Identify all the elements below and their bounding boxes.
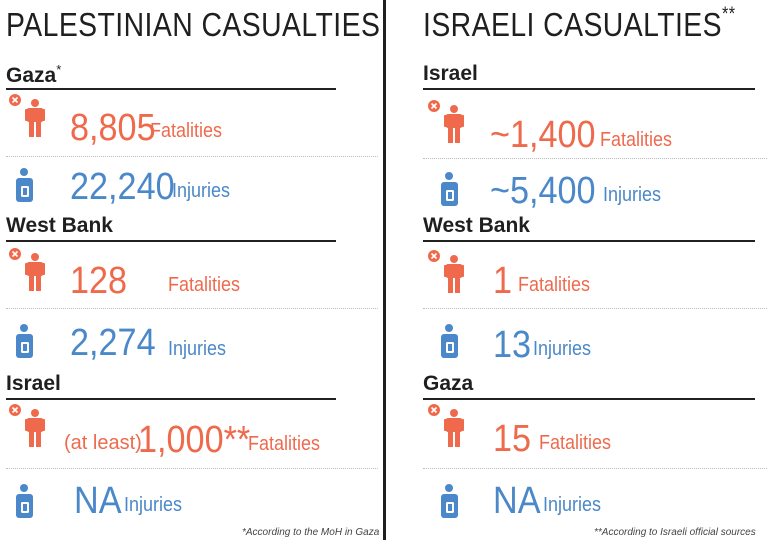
person-x-icon: [9, 94, 45, 137]
section-rule: [6, 240, 336, 242]
israel-injuries-label: Injuries: [603, 184, 662, 206]
gaza-injuries-label: Injuries: [543, 494, 602, 516]
section-title-israel: Israel: [6, 372, 61, 395]
person-x-icon: [428, 404, 464, 447]
injured-person-icon: [16, 168, 33, 202]
person-x-icon: [9, 404, 45, 447]
section-rule: [6, 88, 336, 90]
israel-fatalities-prefix: (at least): [64, 432, 142, 454]
panel-title: ISRAELI CASUALTIES**: [423, 4, 736, 43]
palestinian-casualties-panel: PALESTINIAN CASUALTIES Gaza* 8,805 Fatal…: [0, 0, 381, 540]
injured-person-icon: [441, 324, 458, 358]
israel-injuries-label: Injuries: [124, 494, 183, 516]
person-x-icon: [428, 250, 464, 293]
section-title-west-bank: West Bank: [423, 214, 530, 237]
row-separator: [423, 308, 767, 309]
section-rule: [423, 88, 755, 90]
section-title-gaza: Gaza*: [6, 62, 62, 87]
row-separator: [6, 468, 378, 469]
gaza-fatalities-value: 15: [493, 418, 532, 460]
section-rule: [6, 398, 336, 400]
gaza-fatalities-label: Fatalities: [150, 120, 223, 142]
section-rule: [423, 398, 755, 400]
west-bank-injuries-label: Injuries: [533, 338, 592, 360]
injured-person-icon: [441, 484, 458, 518]
panel-title: PALESTINIAN CASUALTIES: [6, 6, 381, 43]
right-footnote: **According to Israeli official sources: [594, 527, 756, 538]
west-bank-injuries-label: Injuries: [168, 338, 227, 360]
israel-fatalities-value: 1,000**: [138, 419, 251, 461]
section-title-gaza: Gaza: [423, 372, 474, 395]
column-divider: [383, 0, 386, 540]
person-x-icon: [9, 248, 45, 291]
israel-injuries-value: NA: [74, 480, 122, 522]
israel-fatalities-value: ~1,400: [490, 114, 596, 156]
section-title-israel: Israel: [423, 62, 478, 85]
gaza-injuries-value: NA: [493, 480, 541, 522]
injured-person-icon: [16, 324, 33, 358]
row-separator: [6, 308, 378, 309]
israeli-casualties-panel: ISRAELI CASUALTIES** Israel ~1,400 Fatal…: [423, 0, 767, 540]
gaza-injuries-label: Injuries: [172, 180, 231, 202]
gaza-injuries-value: 22,240: [70, 166, 175, 208]
injured-person-icon: [16, 484, 33, 518]
west-bank-fatalities-value: 128: [70, 260, 128, 302]
row-separator: [423, 158, 767, 159]
west-bank-injuries-value: 13: [493, 324, 532, 366]
injured-person-icon: [441, 172, 458, 206]
person-x-icon: [428, 100, 464, 143]
israel-fatalities-label: Fatalities: [248, 433, 321, 455]
west-bank-fatalities-label: Fatalities: [168, 274, 241, 296]
gaza-fatalities-label: Fatalities: [539, 432, 612, 454]
left-footnote: *According to the MoH in Gaza: [242, 527, 380, 538]
gaza-fatalities-value: 8,805: [70, 107, 156, 149]
section-title-west-bank: West Bank: [6, 214, 113, 237]
west-bank-injuries-value: 2,274: [70, 322, 156, 364]
israel-fatalities-label: Fatalities: [600, 129, 673, 151]
section-rule: [423, 240, 755, 242]
row-separator: [6, 156, 378, 157]
west-bank-fatalities-value: 1: [493, 260, 513, 302]
west-bank-fatalities-label: Fatalities: [518, 274, 591, 296]
row-separator: [423, 468, 767, 469]
israel-injuries-value: ~5,400: [490, 170, 596, 212]
